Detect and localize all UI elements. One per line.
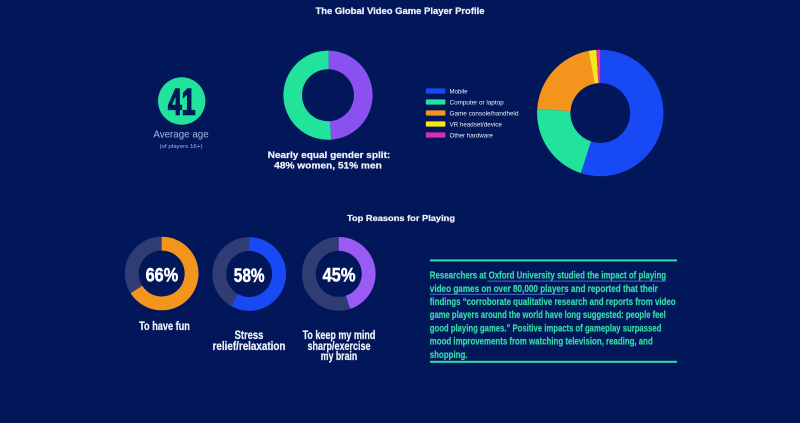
svg-text:Researchers at Oxford Universi: Researchers at Oxford University studied…: [430, 271, 666, 282]
svg-text:mood improvements from watchin: mood improvements from watching televisi…: [430, 337, 653, 348]
svg-text:good playing games.” Positive: good playing games.” Positive impacts of…: [430, 323, 662, 334]
svg-text:sharp/exercise: sharp/exercise: [308, 339, 371, 353]
svg-text:58%: 58%: [234, 265, 265, 287]
svg-text:my brain: my brain: [321, 349, 357, 363]
svg-text:45%: 45%: [322, 265, 355, 287]
svg-text:game players around the world: game players around the world have long …: [430, 310, 666, 321]
svg-text:41: 41: [168, 82, 196, 123]
svg-text:findings “corroborate qualitat: findings “corroborate qualitative resear…: [430, 297, 676, 308]
svg-text:(of players 16+): (of players 16+): [160, 144, 203, 150]
svg-text:66%: 66%: [146, 264, 179, 286]
svg-text:Mobile: Mobile: [450, 88, 468, 95]
svg-text:To keep my mind: To keep my mind: [303, 328, 376, 342]
svg-text:VR headset/device: VR headset/device: [450, 121, 503, 128]
svg-text:Nearly equal gender split:: Nearly equal gender split:: [268, 149, 391, 160]
svg-text:Average age: Average age: [153, 130, 209, 141]
svg-text:The Global Video Game Player P: The Global Video Game Player Profile: [316, 6, 485, 17]
svg-text:To have fun: To have fun: [139, 319, 190, 333]
svg-text:Computer or laptop: Computer or laptop: [450, 99, 504, 106]
svg-text:Game console/handheld: Game console/handheld: [450, 110, 519, 117]
svg-text:48% women, 51% men: 48% women, 51% men: [274, 160, 382, 171]
svg-text:video games on over 80,000 pla: video games on over 80,000 players and r…: [430, 284, 658, 295]
svg-text:Stress: Stress: [235, 328, 264, 342]
svg-text:Other hardware: Other hardware: [450, 132, 494, 139]
svg-text:relief/relaxation: relief/relaxation: [213, 339, 286, 353]
svg-text:shopping.: shopping.: [430, 350, 468, 361]
svg-text:Top Reasons for Playing: Top Reasons for Playing: [347, 213, 455, 223]
